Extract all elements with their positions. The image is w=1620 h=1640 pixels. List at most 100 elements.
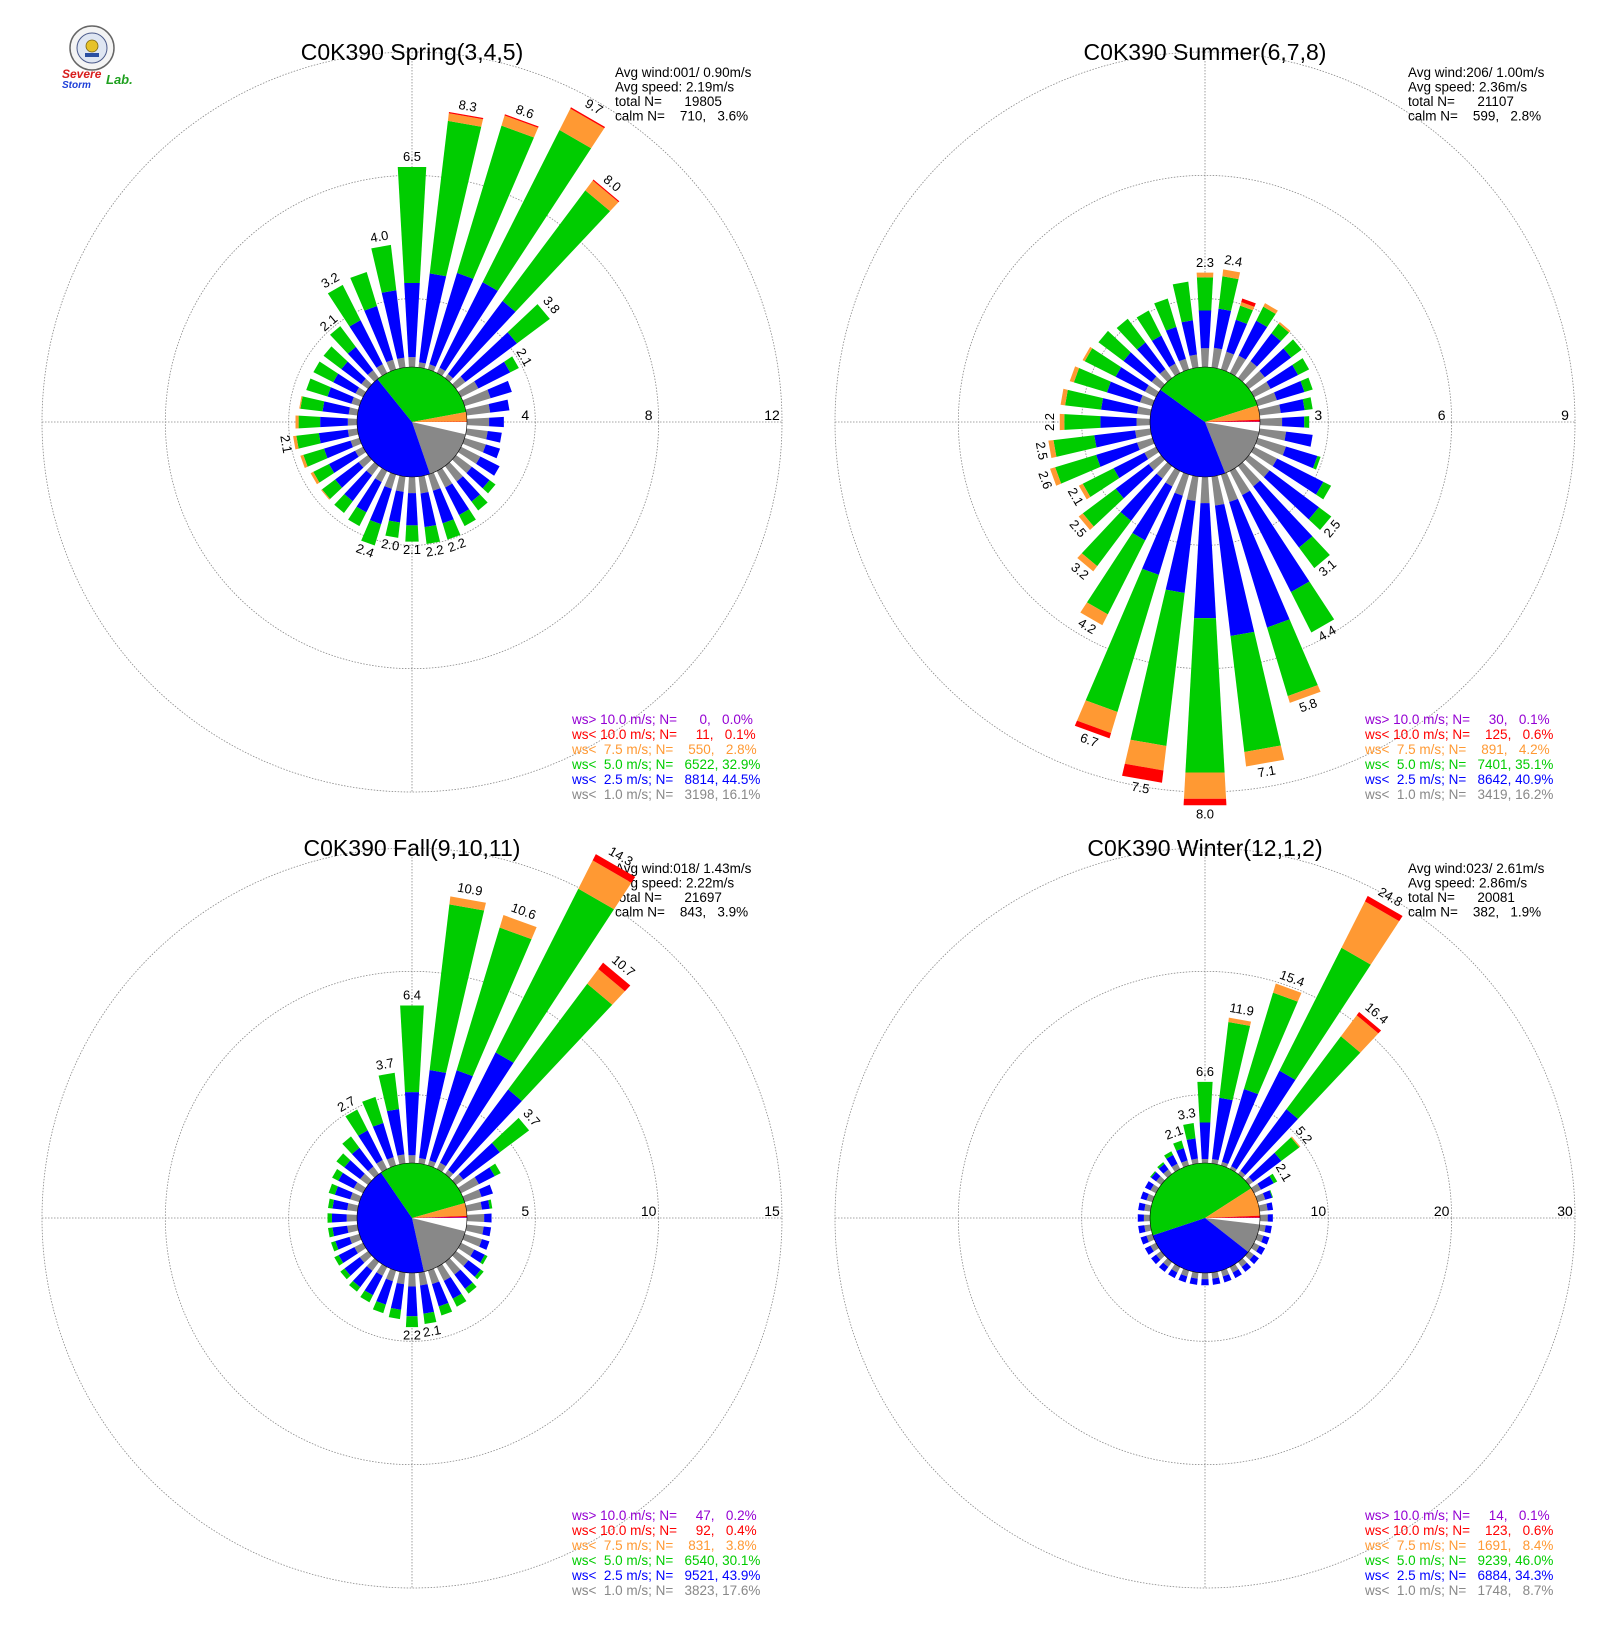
wind-bar-segment (351, 397, 362, 407)
wind-bar-segment (1178, 1274, 1188, 1283)
wind-bar-segment (1076, 700, 1118, 734)
wind-bar-segment (587, 968, 625, 1005)
calm-pie-slice (1150, 389, 1226, 477)
wind-bar-segment (570, 107, 606, 129)
wind-bar-segment (1299, 536, 1330, 569)
wind-bar-segment (1237, 361, 1258, 382)
wind-bar-segment (1341, 901, 1400, 965)
wind-bar-segment (578, 860, 632, 910)
ring-tick-label: 8 (645, 407, 653, 423)
wind-bar-segment (458, 381, 479, 398)
wind-bar-segment (1271, 323, 1290, 342)
calm-pie-outline (356, 366, 468, 478)
wind-bar-segment (327, 1213, 332, 1223)
wind-bar-segment (1183, 798, 1227, 806)
calm-pie-slice (1205, 1218, 1260, 1225)
bar-value-label: 2.2 (446, 535, 468, 555)
calm-pie-slice (412, 422, 467, 435)
bar-value-label: 2.1 (422, 1322, 442, 1340)
wind-bar-segment (479, 1239, 490, 1250)
legend-entry: ws< 5.0 m/s; N= 9239, 46.0% (1364, 1553, 1553, 1568)
wind-bar-segment (1169, 363, 1181, 376)
wind-bar-segment (313, 463, 335, 483)
wind-bar-segment (501, 115, 539, 138)
wind-bar-segment (592, 179, 620, 203)
wind-bar-segment (1069, 366, 1080, 383)
wind-bar-segment (1237, 462, 1261, 487)
wind-bar-segment (439, 282, 498, 371)
wind-bar-segment (1150, 1171, 1157, 1178)
wind-bar-segment (1144, 1181, 1154, 1191)
wind-bar-segment (396, 1271, 406, 1285)
wind-bar-segment (1094, 430, 1137, 448)
ring-tick-label: 15 (764, 1203, 780, 1219)
wind-bar-segment (1286, 1036, 1361, 1119)
wind-bar-segment (1148, 454, 1165, 471)
wind-bar-segment (1263, 303, 1278, 314)
wind-bar-segment (432, 488, 454, 524)
calm-pie-outline (1149, 366, 1261, 478)
wind-bar-segment (438, 1303, 453, 1316)
wind-bar-segment (1284, 431, 1313, 447)
wind-bar-segment (1269, 1190, 1274, 1198)
legend-entry: ws< 5.0 m/s; N= 7401, 35.1% (1364, 757, 1553, 772)
wind-bar-segment (1220, 351, 1234, 372)
stats-line: calm N= 599, 2.8% (1408, 109, 1541, 124)
legend-entry: ws< 10.0 m/s; N= 123, 0.6% (1364, 1523, 1553, 1538)
calm-pie-slice (412, 1215, 467, 1218)
wind-bar-segment (408, 476, 416, 494)
wind-bar-segment (1191, 1271, 1199, 1279)
wind-bar-segment (447, 300, 516, 379)
wind-bar-segment (1230, 631, 1281, 752)
wind-bar-segment (1086, 533, 1146, 615)
wind-bar-segment (1198, 310, 1212, 349)
wind-bar-segment (1218, 276, 1239, 311)
wind-bar-segment (1048, 440, 1057, 459)
bar-value-label: 10.9 (456, 880, 484, 899)
wind-bar-segment (385, 520, 401, 538)
wind-bar-segment (1122, 763, 1164, 783)
legend-entry: ws< 7.5 m/s; N= 831, 3.8% (571, 1538, 757, 1553)
wind-bar-segment (1255, 1233, 1264, 1243)
wind-bar-segment (447, 113, 483, 127)
stats-line: calm N= 382, 1.9% (1408, 905, 1541, 920)
wind-bar-segment (1219, 1022, 1251, 1101)
wind-bar-segment (378, 1072, 400, 1112)
wind-bar-segment (504, 356, 519, 373)
wind-bar-segment (1231, 1070, 1296, 1170)
stats-line: calm N= 843, 3.9% (615, 905, 748, 920)
logo-word-storm: Storm (62, 80, 91, 91)
wind-bar-segment (376, 364, 388, 376)
wind-bar-segment (1113, 452, 1149, 479)
wind-bar-segment (358, 454, 372, 468)
wind-bar-segment (1248, 1152, 1282, 1182)
wind-bar-segment (1213, 308, 1232, 350)
wind-bar-segment (1300, 377, 1313, 392)
wind-bar-segment (361, 378, 372, 390)
calm-pie-slice (1205, 1215, 1260, 1218)
wind-bar-segment (454, 1269, 473, 1289)
wind-bar-segment (1255, 1193, 1266, 1203)
wind-bar-segment (405, 1316, 419, 1328)
wind-bar-segment (1237, 1170, 1246, 1178)
wind-bar-segment (323, 346, 348, 370)
wind-bar-segment (347, 428, 359, 437)
wind-bar-segment (366, 1258, 380, 1271)
wind-bar-segment (1257, 1175, 1274, 1190)
wind-bar-segment (1259, 417, 1283, 427)
calm-pie-slice (1205, 422, 1260, 474)
wind-bar-segment (321, 479, 343, 499)
stats-line: Avg wind:018/ 1.43m/s (615, 861, 752, 876)
stats-line: total N= 21107 (1408, 94, 1514, 109)
wind-bar-segment (385, 1268, 397, 1282)
wind-bar-segment (427, 1268, 440, 1285)
wind-bar-segment (445, 483, 470, 516)
wind-bar-segment (1165, 468, 1181, 487)
wind-bar-segment (331, 1241, 339, 1252)
legend-entry: ws< 10.0 m/s; N= 11, 0.1% (571, 727, 756, 742)
wind-bar-segment (388, 1308, 402, 1320)
wind-bar-segment (381, 290, 405, 359)
calm-pie-slice (412, 412, 467, 422)
calm-pie-slice (412, 422, 466, 474)
windrose-panel: 3 6 9 C0K390 Summer(6,7,8) Avg wind:206/ 1.0… (834, 39, 1576, 821)
